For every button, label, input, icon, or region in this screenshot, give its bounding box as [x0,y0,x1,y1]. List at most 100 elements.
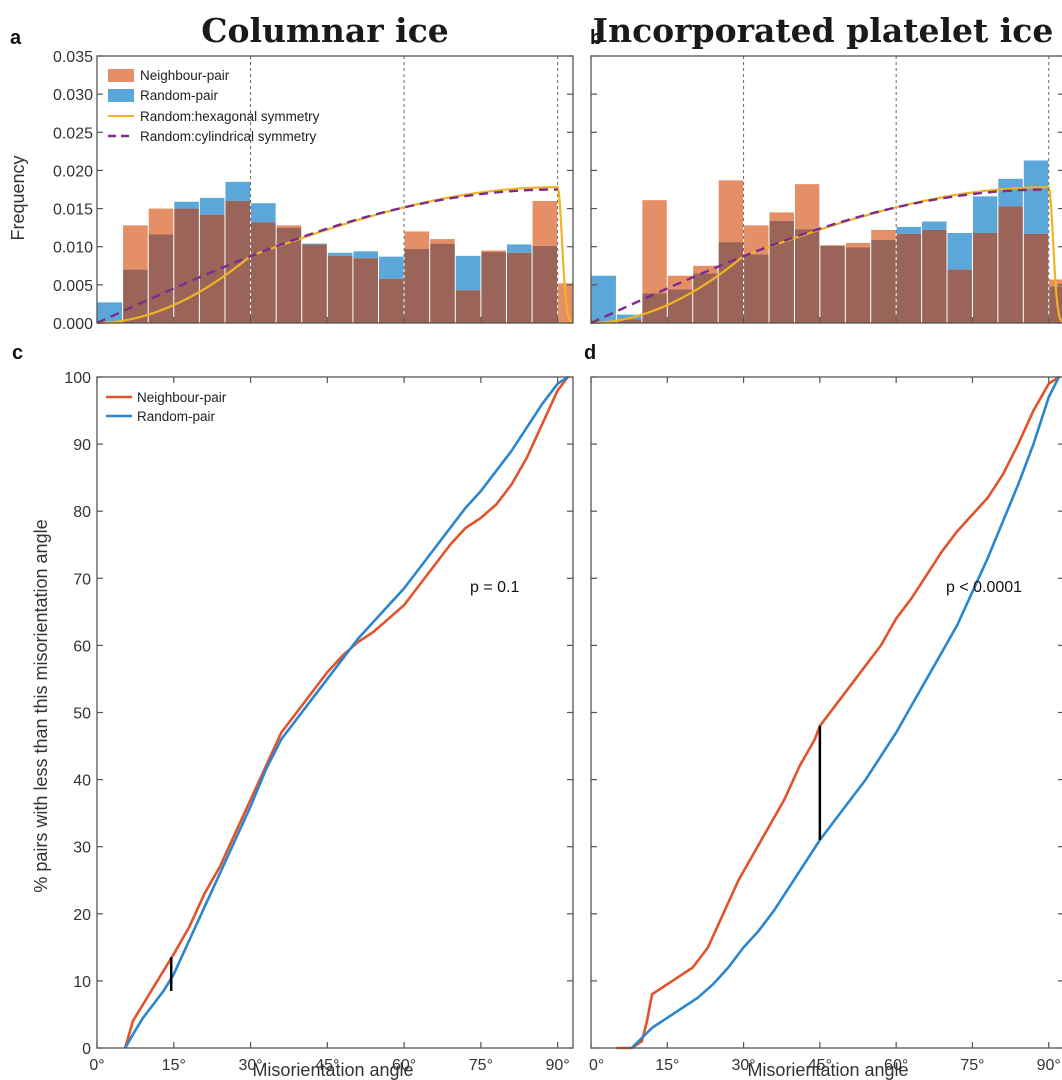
bar-overlap-10 [353,258,379,323]
bar-excess-12 [404,231,430,250]
legend-label-neighbour: Neighbour-pair [140,68,230,83]
bar-excess-2 [148,208,174,235]
y-tick-label-4: 40 [73,773,91,790]
panel-title-b: Incorporated platelet ice [593,11,1054,50]
legend-cdf: Neighbour-pair Random-pair [106,390,227,424]
bar-excess-11 [871,229,896,240]
bar-overlap-11 [379,278,404,323]
p-value-d: p < 0.0001 [946,579,1022,596]
cdf-line-neighbour [616,375,1060,1050]
y-tick-label-10: 100 [64,370,91,387]
bar-overlap-4 [199,214,225,323]
x-tick-label-5: 75° [469,1057,493,1074]
bar-excess-0 [591,275,616,323]
panel-letter-c: c [12,342,23,364]
x-tick-label-0: 0° [589,1057,604,1074]
y-tick-label-0: 0.000 [53,316,93,333]
bar-overlap-10 [845,247,871,323]
legend-histogram: Neighbour-pair Random-pair Random:hexago… [108,68,320,144]
bar-overlap-1 [123,269,148,323]
bar-excess-11 [379,256,404,279]
bar-excess-5 [718,180,744,243]
y-tick-label-7: 70 [73,571,91,588]
bar-excess-13 [922,221,947,230]
x-tick-label-4: 60° [884,1057,908,1074]
cdf-line-neighbour [123,376,569,1049]
p-value-c: p = 0.1 [470,579,519,596]
bar-overlap-15 [972,232,998,323]
legend-label-random: Random-pair [140,88,219,103]
bar-excess-9 [327,252,353,256]
y-tick-label-8: 80 [73,504,91,521]
x-tick-label-2: 30° [238,1057,262,1074]
y-tick-label-2: 20 [73,907,91,924]
plot-frame-3 [590,376,1062,1049]
bar-overlap-16 [506,252,532,323]
y-tick-label-0: 0 [82,1041,91,1058]
x-axis-label-c: Misorientation angle [252,1060,413,1080]
bar-excess-14 [947,232,972,270]
x-tick-label-3: 45° [315,1057,339,1074]
bar-excess-15 [972,196,998,233]
legend-label-random-cdf: Random-pair [137,409,216,424]
y-tick-label-5: 0.025 [53,125,93,142]
bar-overlap-2 [148,234,174,323]
bar-excess-15 [481,250,506,253]
y-tick-label-3: 30 [73,840,91,857]
bar-excess-12 [896,226,922,234]
y-tick-label-3: 0.015 [53,202,93,219]
bar-excess-8 [302,243,327,245]
bar-excess-7 [769,212,794,221]
bar-overlap-3 [174,208,199,323]
bar-excess-7 [276,225,302,228]
bar-overlap-4 [693,273,718,323]
bar-overlap-15 [481,252,506,323]
x-tick-label-1: 15° [655,1057,679,1074]
bar-overlap-14 [455,290,481,323]
bar-overlap-16 [998,206,1023,323]
y-tick-label-6: 60 [73,638,91,655]
x-tick-label-0: 0° [89,1057,104,1074]
bar-excess-17 [532,200,558,246]
bar-overlap-9 [820,245,845,323]
y-tick-label-4: 0.020 [53,163,93,180]
bar-overlap-7 [769,220,794,323]
bar-excess-16 [506,244,532,253]
histogram-panel-a: 0.000 0.005 0.010 0.015 0.020 0.025 0.030 0.035 [53,49,574,333]
bar-overlap-13 [430,243,455,323]
bar-overlap-17 [1023,233,1049,323]
bar-excess-0 [97,302,123,323]
x-tick-label-5: 75° [960,1057,984,1074]
bar-excess-10 [845,242,871,248]
bar-overlap-14 [947,269,972,323]
bar-overlap-13 [922,229,947,323]
bar-excess-5 [225,181,251,201]
bar-overlap-8 [302,244,327,323]
bar-excess-8 [794,184,820,230]
x-tick-label-3: 45° [808,1057,832,1074]
y-tick-label-2: 0.010 [53,240,93,257]
y-tick-label-5: 50 [73,706,91,723]
histogram-panel-b [590,55,1062,325]
bar-excess-13 [430,239,455,244]
plot-frame-2 [96,376,574,1049]
panel-letter-d: d [584,342,596,364]
x-axis-label-d: Misorientation angle [747,1060,908,1080]
bar-excess-4 [199,197,225,215]
bar-overlap-12 [404,249,430,323]
y-tick-label-9: 90 [73,437,91,454]
cdf-line-random [124,375,569,1049]
y-tick-label-1: 0.005 [53,278,93,295]
bar-overlap-5 [718,242,744,323]
bar-excess-16 [998,178,1023,207]
y-tick-label-7: 0.035 [53,49,93,66]
legend-label-cylindrical: Random:cylindrical symmetry [140,129,317,144]
bar-excess-14 [455,255,481,291]
y-tick-label-1: 10 [73,974,91,991]
panel-title-a: Columnar ice [201,11,449,50]
bar-excess-3 [174,201,199,209]
x-tick-label-2: 30° [731,1057,755,1074]
bar-excess-1 [123,225,148,270]
y-axis-label-a: Frequency [8,155,28,240]
